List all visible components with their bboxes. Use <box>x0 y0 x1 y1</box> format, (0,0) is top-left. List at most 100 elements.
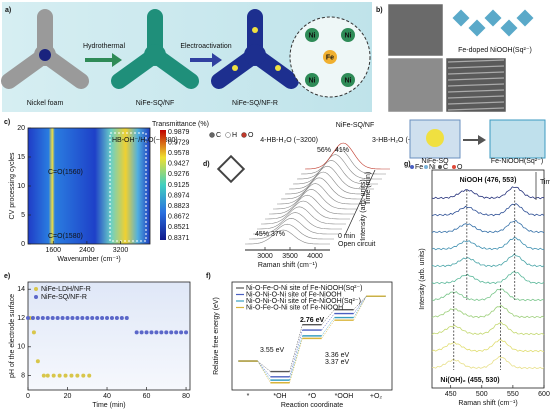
octahedron <box>484 9 502 27</box>
point <box>85 316 90 320</box>
tripod <box>1 9 89 89</box>
legend-dot <box>424 165 428 169</box>
point <box>139 330 144 335</box>
colorbar-tick-label: 0.8823 <box>168 203 190 210</box>
point <box>90 316 95 320</box>
legend-label: Ni-O-Ni-O-Ni site of Fe-NiOOH(Sq²⁻) <box>246 298 361 305</box>
spectrum <box>431 355 545 370</box>
label: Hydrothermal <box>83 43 125 50</box>
x-tick-label: 500 <box>476 391 488 398</box>
point <box>119 316 124 320</box>
octahedron <box>516 9 534 27</box>
label: Ni <box>309 77 316 84</box>
point <box>144 330 149 335</box>
label: Transmittance (%) <box>152 121 209 128</box>
colorbar-tick-label: 0.9125 <box>168 182 190 189</box>
label: C=O(1580) <box>48 233 83 240</box>
x-tick-label: 40 <box>103 393 111 400</box>
spectrum <box>296 154 382 180</box>
time-arrow <box>344 169 376 236</box>
legend-dot <box>34 295 38 299</box>
structure <box>489 119 546 159</box>
point <box>105 316 110 320</box>
label: Ni <box>429 164 436 171</box>
label: NiOOH (476, 553) <box>460 177 517 184</box>
label: H <box>232 132 237 139</box>
legend-label: NiFe-SQ/NF-R <box>41 294 87 301</box>
point <box>87 373 92 378</box>
spectrum <box>261 206 346 225</box>
y-tick-label: 10 <box>17 183 25 190</box>
axes-frame <box>27 281 191 391</box>
point <box>109 316 114 320</box>
label: Fe-doped NiOOH(Sq²⁻) <box>458 47 532 54</box>
connector <box>353 296 367 310</box>
label: C <box>443 164 448 171</box>
label: 0 min <box>338 233 355 240</box>
tripod <box>111 9 199 89</box>
atom <box>341 28 355 42</box>
dots <box>232 65 238 71</box>
spectrum <box>304 142 390 170</box>
point <box>80 316 85 320</box>
micrograph <box>387 57 444 113</box>
connector <box>289 338 303 383</box>
label: 3.36 eV <box>325 352 349 359</box>
x-tick-label: *O <box>308 393 317 400</box>
lattice <box>447 71 505 75</box>
colorbar-tick-label: 0.8974 <box>168 192 190 199</box>
point <box>51 373 56 378</box>
legend-label: NiFe-LDH/NF-R <box>41 286 91 293</box>
point <box>154 330 159 335</box>
label: Ni(OH)₂ (455, 530) <box>440 377 499 384</box>
label: Ni <box>345 77 352 84</box>
panel-label: f) <box>206 273 211 280</box>
atom <box>323 50 337 64</box>
connector <box>289 324 303 372</box>
label: Electroactivation <box>180 43 231 50</box>
y-axis-label: CV processing cycles <box>9 152 16 219</box>
spectrum <box>431 304 545 319</box>
legend-dot <box>452 165 456 169</box>
lattice <box>447 59 505 63</box>
y-axis-label: pH of the electrode surface <box>9 294 16 378</box>
label: NiFe-SQ <box>421 158 449 165</box>
x-axis-label: Reaction coordinate <box>281 402 343 409</box>
x-tick-label: 1600 <box>45 247 61 254</box>
x-tick-label: 550 <box>507 391 519 398</box>
lattice <box>447 83 505 87</box>
molecule <box>216 154 246 184</box>
legend-dot <box>34 287 38 291</box>
x-tick-label: 80 <box>182 393 190 400</box>
octahedron <box>468 19 486 37</box>
spectrum <box>273 189 358 210</box>
spectrum <box>431 271 545 285</box>
point <box>45 316 50 320</box>
spectrum <box>249 223 334 240</box>
label: O <box>457 164 463 171</box>
x-tick-label: * <box>247 393 250 400</box>
label: Ni <box>345 32 352 39</box>
structure-center <box>426 129 444 147</box>
y-tick-label: 12 <box>17 315 25 322</box>
spectrum <box>431 203 545 217</box>
point <box>114 316 119 320</box>
spectrum <box>431 339 545 353</box>
label: Fe-NiOOH(Sq²⁻) <box>491 158 543 165</box>
spectrum <box>257 212 342 230</box>
label: 3-HB-H₂O (~3400) <box>372 137 430 144</box>
panel-label: d) <box>203 161 210 168</box>
legend-dot <box>410 165 414 169</box>
panel-label: e) <box>4 273 10 280</box>
colorbar-tick-label: 0.9879 <box>168 129 190 136</box>
x-tick-label: 4000 <box>307 253 323 260</box>
spectrum <box>253 218 338 235</box>
legend-dot <box>438 165 442 169</box>
spectrum <box>431 237 545 251</box>
atom <box>341 73 355 87</box>
x-tick-label: 20 <box>64 393 72 400</box>
label: 2.76 eV <box>300 317 324 324</box>
point <box>57 373 62 378</box>
octahedron <box>452 9 470 27</box>
